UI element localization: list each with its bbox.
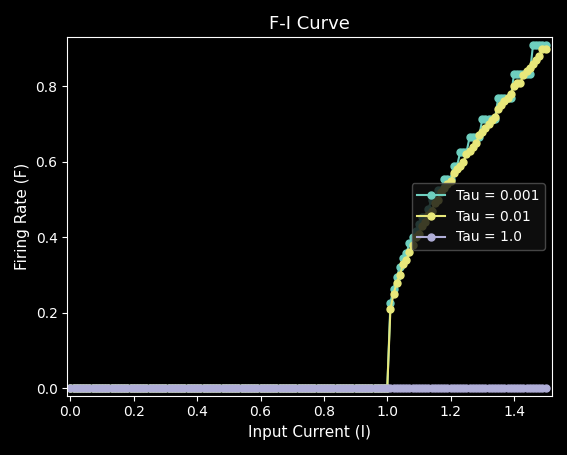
Tau = 1.0 [298, 385, 305, 391]
Tau = 0.001 [67, 385, 74, 391]
Tau = 1.0 [542, 385, 549, 391]
Tau = 0.01 [235, 385, 242, 391]
Tau = 0.01 [533, 57, 540, 63]
Title: F-I Curve: F-I Curve [269, 15, 350, 33]
Tau = 0.01 [542, 46, 549, 51]
Tau = 0.01 [400, 261, 407, 267]
Tau = 1.0 [400, 385, 407, 391]
Line: Tau = 1.0: Tau = 1.0 [67, 385, 549, 392]
Tau = 0.01 [368, 385, 375, 391]
Tau = 0.01 [539, 46, 546, 51]
Y-axis label: Firing Rate (F): Firing Rate (F) [15, 163, 30, 270]
Tau = 0.001 [368, 385, 375, 391]
X-axis label: Input Current (I): Input Current (I) [248, 425, 371, 440]
Legend: Tau = 0.001, Tau = 0.01, Tau = 1.0: Tau = 0.001, Tau = 0.01, Tau = 1.0 [412, 183, 545, 250]
Tau = 0.001 [530, 42, 536, 48]
Tau = 0.01 [298, 385, 305, 391]
Tau = 1.0 [533, 385, 540, 391]
Tau = 0.01 [67, 385, 74, 391]
Tau = 0.001 [400, 256, 407, 261]
Line: Tau = 0.001: Tau = 0.001 [67, 42, 549, 392]
Tau = 0.001 [542, 42, 549, 48]
Tau = 0.001 [536, 42, 543, 48]
Tau = 1.0 [368, 385, 375, 391]
Tau = 0.01 [356, 385, 362, 391]
Tau = 0.001 [235, 385, 242, 391]
Tau = 1.0 [235, 385, 242, 391]
Tau = 0.001 [298, 385, 305, 391]
Tau = 1.0 [67, 385, 74, 391]
Line: Tau = 0.01: Tau = 0.01 [67, 45, 549, 392]
Tau = 1.0 [356, 385, 362, 391]
Tau = 0.001 [356, 385, 362, 391]
